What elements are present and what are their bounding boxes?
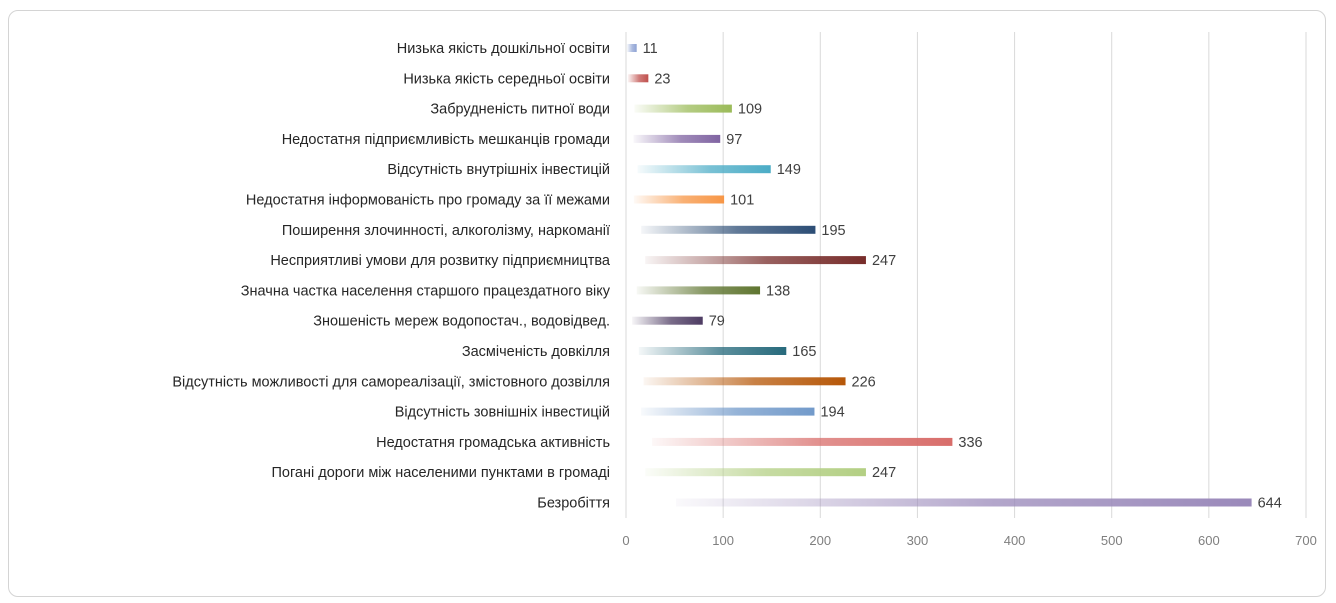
bar — [645, 468, 866, 477]
bar — [643, 377, 846, 386]
bar — [641, 407, 815, 416]
x-tick-label: 300 — [907, 533, 929, 548]
category-label: Погані дороги між населеними пунктами в … — [271, 465, 610, 481]
data-label: 79 — [709, 314, 725, 330]
category-label: Поширення злочинності, алкоголізму, нарк… — [282, 223, 610, 239]
category-label: Недостатня підприємливість мешканців гро… — [282, 132, 610, 148]
category-label: Несприятливі умови для розвитку підприєм… — [270, 253, 611, 269]
data-label: 247 — [872, 465, 896, 481]
bar — [634, 104, 732, 113]
bar — [641, 225, 816, 234]
bar — [638, 347, 787, 355]
bar — [652, 437, 953, 446]
data-label: 23 — [654, 71, 670, 87]
x-tick-label: 100 — [712, 533, 734, 548]
bar — [637, 165, 771, 174]
data-label: 11 — [643, 41, 658, 57]
data-label: 336 — [958, 435, 982, 451]
data-label: 226 — [852, 374, 876, 390]
category-label: Безробіття — [537, 496, 610, 512]
data-label: 101 — [730, 193, 754, 209]
category-label: Низька якість середньої освіти — [403, 71, 610, 87]
category-label: Відсутність зовнішніх інвестицій — [395, 405, 610, 421]
data-label: 195 — [821, 223, 845, 239]
data-label: 97 — [726, 132, 742, 148]
category-label: Забрудненість питної води — [430, 102, 610, 118]
data-label: 138 — [766, 283, 790, 299]
category-label: Низька якість дошкільної освіти — [397, 41, 610, 57]
bars — [626, 44, 1252, 507]
data-label: 149 — [777, 162, 801, 178]
bar — [636, 286, 761, 295]
category-labels: Низька якість дошкільної освіти Низька як… — [172, 41, 611, 512]
bar — [632, 316, 703, 325]
category-label: Відсутність можливості для самореалізаці… — [172, 374, 610, 390]
bar — [627, 74, 649, 83]
x-tick-label: 200 — [809, 533, 831, 548]
category-label: Зношеність мереж водопостач., водовідвед… — [313, 314, 610, 330]
category-label: Значна частка населення старшого працезд… — [241, 283, 611, 299]
data-labels: 11 23 109 97 149 101 195 247 138 79 165 226 194 336 24… — [643, 41, 1282, 512]
x-tick-label: 500 — [1101, 533, 1123, 548]
data-label: 109 — [738, 102, 762, 118]
category-label: Відсутність внутрішніх інвестицій — [387, 162, 610, 178]
x-tick-label: 700 — [1295, 533, 1317, 548]
data-label: 644 — [1258, 496, 1282, 512]
bar — [626, 44, 637, 52]
x-tick-label: 400 — [1004, 533, 1026, 548]
data-label: 247 — [872, 253, 896, 269]
bar — [633, 195, 725, 204]
data-label: 194 — [820, 405, 844, 421]
x-tick-label: 600 — [1198, 533, 1220, 548]
category-label: Недостатня інформованість про громаду за… — [246, 193, 610, 209]
category-label: Засміченість довкілля — [462, 344, 610, 360]
category-label: Недостатня громадська активність — [376, 435, 610, 451]
bar — [645, 256, 866, 265]
x-axis-ticks: 0 100 200 300 400 500 600 700 — [622, 533, 1316, 548]
bar — [676, 498, 1252, 507]
x-tick-label: 0 — [622, 533, 629, 548]
data-label: 165 — [792, 344, 816, 360]
bar — [633, 134, 721, 143]
gridlines — [625, 32, 1307, 518]
